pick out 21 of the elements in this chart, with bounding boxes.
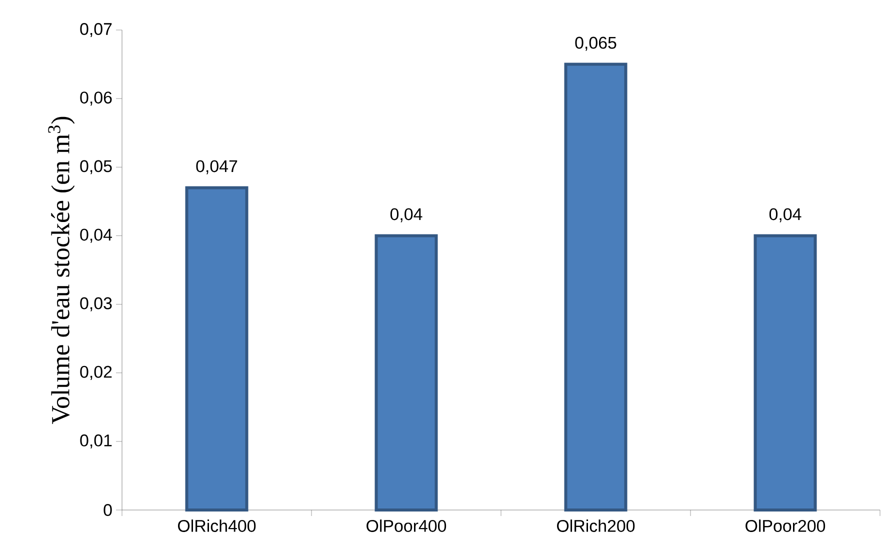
y-tick-label: 0,04 xyxy=(80,228,112,243)
bar xyxy=(754,234,817,512)
x-tick-label: OlRich400 xyxy=(178,520,256,532)
bar xyxy=(185,186,248,512)
bar xyxy=(564,62,628,512)
y-tick-label: 0,02 xyxy=(80,366,112,380)
data-label: 0,047 xyxy=(196,160,238,174)
y-tick-label: 0,06 xyxy=(80,92,112,106)
x-tick-label: OlPoor200 xyxy=(746,520,826,532)
y-axis-title: Volume d'eau stockée (en m$^{3}$) xyxy=(48,116,75,424)
x-tick-label: OlRich200 xyxy=(557,520,635,532)
y-tick-label: 0,03 xyxy=(80,297,112,312)
bar xyxy=(374,234,438,512)
data-label: 0,04 xyxy=(390,208,422,222)
data-label: 0,065 xyxy=(575,36,616,51)
data-label: 0,04 xyxy=(769,208,802,222)
y-tick-label: 0,05 xyxy=(80,160,112,174)
x-tick-label: OlPoor400 xyxy=(366,520,446,532)
y-tick-label: 0,01 xyxy=(80,434,112,448)
y-tick-label: 0,07 xyxy=(80,23,112,37)
y-tick-label: 0 xyxy=(104,504,112,516)
